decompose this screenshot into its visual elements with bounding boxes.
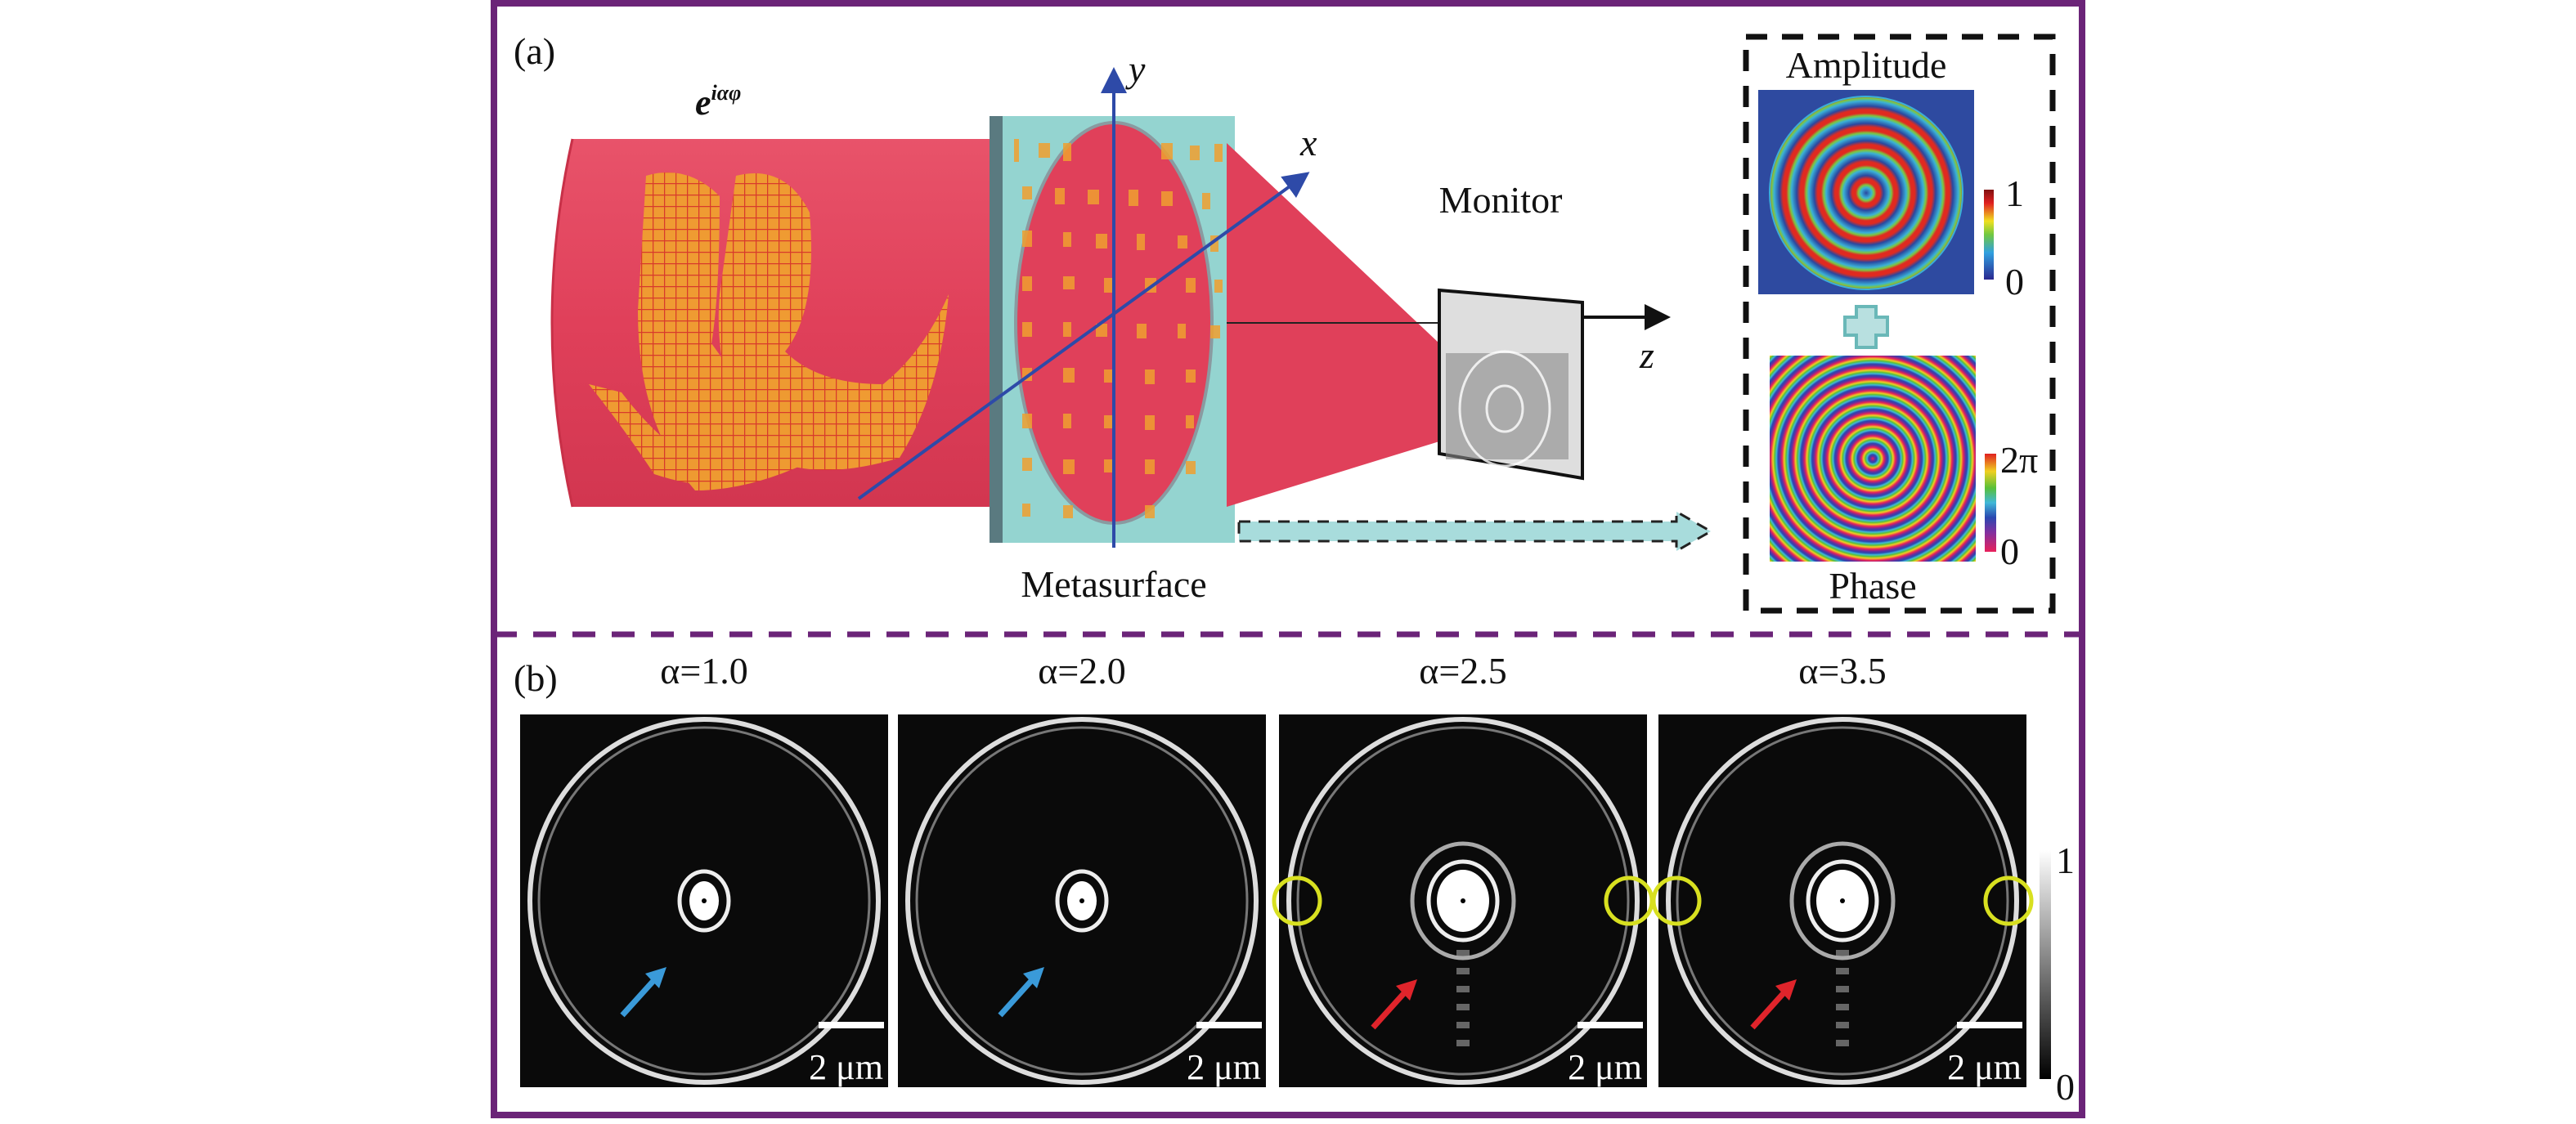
side-lobe [1456, 986, 1470, 992]
focal-center [1079, 898, 1084, 903]
z-axis-label: z [1639, 334, 1654, 376]
alpha-title: α=2.5 [1419, 650, 1507, 692]
x-axis-arrow [857, 172, 1310, 500]
amplitude-colorbar [1984, 190, 1994, 280]
scale-bar-label: 2 μm [1947, 1047, 2022, 1087]
side-lobe [1456, 950, 1470, 956]
focal-center [1461, 898, 1465, 903]
panel-a-label: (a) [514, 30, 555, 72]
intensity-cbar-max: 1 [2056, 840, 2075, 881]
secondary-ring [1676, 726, 2009, 1076]
side-lobe [1836, 1004, 1849, 1010]
outer-ring [905, 717, 1259, 1085]
highlight-circle-right [1983, 875, 2034, 926]
intensity-colorbar [2040, 850, 2051, 1079]
intensity-image: 2 μm [520, 714, 888, 1087]
highlight-circle-left [1272, 875, 1322, 926]
alpha-title: α=1.0 [660, 650, 748, 692]
intensity-image: 2 μm [898, 714, 1266, 1087]
focus-ring [1055, 869, 1109, 933]
side-lobe [1456, 1040, 1470, 1046]
scale-bar-label: 2 μm [809, 1047, 883, 1087]
metasurface-label: Metasurface [1021, 563, 1206, 605]
phase-map [1770, 356, 1976, 562]
panel-b-label: (b) [514, 657, 558, 699]
focus-ring [1426, 859, 1500, 943]
secondary-ring [537, 726, 871, 1076]
field-expression: eiαφ [695, 81, 741, 123]
intensity-image: 2 μm [1272, 714, 1654, 1087]
pointer-arrowhead [1775, 979, 1797, 1001]
outer-ring [527, 717, 881, 1085]
focus-ring [1806, 859, 1879, 943]
side-lobe [1836, 1022, 1849, 1028]
side-lobe [1836, 950, 1849, 956]
intensity-image: 2 μm [1651, 714, 2034, 1087]
inner-ring [1410, 841, 1516, 961]
secondary-ring [915, 726, 1249, 1076]
inner-ring [1789, 841, 1896, 961]
phase-cbar-max: 2π [2000, 439, 2038, 481]
alpha-title: α=2.0 [1038, 650, 1126, 692]
side-lobe [1456, 968, 1470, 974]
plus-icon [1843, 305, 1889, 349]
side-lobe [1836, 1040, 1849, 1046]
intensity-panels: 2 μm α=1.0 2 μm α=2.0 2 μm α=2.5 2 μm α=3.5 [520, 650, 2034, 1087]
monitor-label: Monitor [1439, 179, 1563, 221]
scale-bar [1957, 1022, 2022, 1028]
amplitude-map [1758, 90, 1974, 294]
highlight-circle-left [1651, 875, 1702, 926]
design-box [1743, 34, 2056, 614]
intensity-cbar-min: 0 [2056, 1066, 2075, 1108]
phase-cbar-min: 0 [2000, 531, 2019, 572]
vortex-phase-surface [589, 172, 949, 490]
amplitude-cbar-max: 1 [2005, 172, 2024, 214]
scale-bar-label: 2 μm [1187, 1047, 1261, 1087]
side-lobe [1836, 986, 1849, 992]
side-lobe [1836, 968, 1849, 974]
pointer-arrowhead [645, 967, 666, 988]
outer-ring [1286, 717, 1640, 1085]
amplitude-title: Amplitude [1786, 44, 1947, 86]
scale-bar [819, 1022, 884, 1028]
x-axis-label: x [1299, 122, 1317, 163]
side-lobe [1456, 1004, 1470, 1010]
scale-bar [1577, 1022, 1643, 1028]
y-axis-label: y [1125, 48, 1146, 90]
side-lobe [1456, 1022, 1470, 1028]
outer-ring [1666, 717, 2019, 1085]
focal-center [702, 898, 707, 903]
amplitude-cbar-min: 0 [2005, 261, 2024, 302]
secondary-ring [1296, 726, 1630, 1076]
focal-center [1840, 898, 1845, 903]
focus-ring [677, 869, 731, 933]
design-arrow [1237, 509, 1714, 553]
scale-bar [1196, 1022, 1262, 1028]
alpha-title: α=3.5 [1798, 650, 1887, 692]
phase-title: Phase [1829, 565, 1916, 607]
scale-bar-label: 2 μm [1568, 1047, 1642, 1087]
pointer-arrowhead [1396, 979, 1417, 1001]
phase-colorbar [1985, 454, 1996, 552]
pointer-arrowhead [1023, 967, 1044, 988]
monitor-screen [1438, 288, 1584, 481]
